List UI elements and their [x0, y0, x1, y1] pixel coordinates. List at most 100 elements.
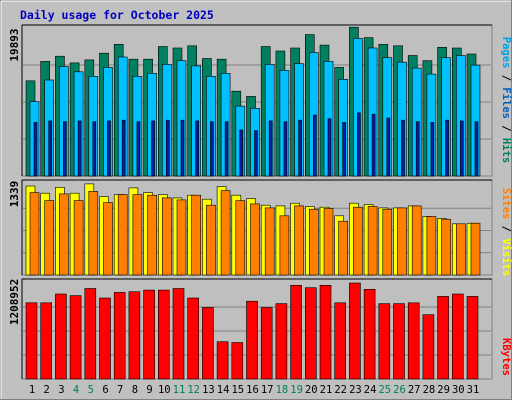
visits-legend: Sites / Visits: [500, 188, 512, 277]
day-label: 4: [73, 384, 79, 396]
visits-sites-bar: [59, 193, 69, 276]
day-label: 6: [102, 384, 108, 396]
day-label: 12: [187, 384, 200, 396]
hits-pages-bar: [77, 120, 82, 177]
kbytes-kbytes-bar: [69, 295, 82, 380]
day-label: 22: [334, 384, 347, 396]
visits-sites-bar: [206, 204, 216, 276]
hits-pages-bar: [151, 120, 155, 177]
visits-max-label: 1339: [8, 181, 21, 208]
kbytes-max-label: 1208952: [8, 279, 21, 325]
visits-sites-bar: [29, 192, 40, 276]
day-label: 25: [378, 384, 391, 396]
day-label: 30: [452, 384, 465, 396]
hits-pages-bar: [210, 121, 214, 177]
kbytes-kbytes-bar: [437, 296, 449, 380]
visits-sites-bar: [382, 208, 393, 276]
kbytes-legend: KBytes: [500, 338, 512, 376]
hits-pages-bar: [459, 120, 464, 177]
kbytes-kbytes-bar: [407, 302, 420, 380]
hits-legend: Pages / Files / Hits: [500, 37, 512, 163]
day-label: 24: [364, 384, 377, 396]
day-label: 19: [290, 384, 303, 396]
kbytes-kbytes-bar: [202, 307, 214, 380]
kbytes-kbytes-bar: [84, 288, 97, 380]
hits-pages-bar: [415, 121, 420, 177]
hits-pages-bar: [254, 130, 258, 177]
hits-pages-bar: [268, 120, 273, 177]
day-label: 1: [29, 384, 35, 396]
kbytes-kbytes-bar: [55, 293, 67, 380]
hits-pages-bar: [430, 122, 435, 177]
visits-sites-bar: [455, 223, 466, 276]
kbytes-kbytes-bar: [172, 288, 185, 380]
visits-sites-bar: [367, 206, 378, 276]
visits-sites-bar: [470, 222, 481, 276]
kbytes-kbytes-bar: [275, 303, 288, 380]
day-label: 5: [88, 384, 94, 396]
day-label: 31: [467, 384, 480, 396]
day-label: 17: [261, 384, 274, 396]
hits-pages-bar: [48, 120, 53, 177]
hits-pages-bar: [136, 121, 141, 177]
hits-pages-bar: [401, 119, 405, 177]
day-label: 14: [217, 384, 230, 396]
legend-files: Files: [500, 87, 512, 119]
day-label: 3: [58, 384, 64, 396]
hits-pages-bar: [327, 118, 332, 177]
hits-pages-bar: [195, 120, 199, 177]
day-label: 21: [320, 384, 333, 396]
hits-pages-bar: [357, 112, 361, 177]
day-label: 10: [158, 384, 171, 396]
visits-sites-bar: [264, 207, 275, 276]
legend-visits: Visits: [500, 238, 512, 276]
visits-sites-bar: [103, 202, 113, 276]
visits-sites-bar: [191, 194, 201, 276]
visits-sites-bar: [426, 216, 437, 276]
visits-sites-bar: [176, 199, 187, 276]
kbytes-kbytes-bar: [231, 342, 244, 380]
visits-sites-bar: [294, 205, 304, 276]
kbytes-kbytes-bar: [187, 297, 199, 380]
day-label: 18: [276, 384, 289, 396]
kbytes-kbytes-bar: [128, 291, 141, 380]
day-label: 26: [393, 384, 406, 396]
kbytes-kbytes-bar: [143, 289, 155, 380]
kbytes-kbytes-bar: [349, 282, 361, 380]
chart-title: Daily usage for October 2025: [20, 8, 214, 22]
visits-sites-bar: [323, 208, 334, 276]
bar-marks: [25, 26, 481, 380]
day-label: 27: [408, 384, 421, 396]
day-label: 20: [305, 384, 318, 396]
visits-sites-bar: [235, 200, 246, 276]
day-label: 7: [117, 384, 123, 396]
visits-sites-bar: [250, 203, 260, 276]
hits-pages-bar: [342, 122, 347, 177]
hits-pages-bar: [474, 121, 479, 177]
kbytes-kbytes-bar: [25, 302, 38, 380]
day-label: 2: [44, 384, 50, 396]
visits-sites-bar: [132, 194, 143, 276]
legend-pages: Pages: [500, 37, 512, 69]
day-label: 11: [173, 384, 186, 396]
day-label: 13: [202, 384, 215, 396]
day-label: 16: [246, 384, 259, 396]
hits-pages-bar: [298, 119, 302, 177]
day-label: 29: [437, 384, 450, 396]
hits-pages-bar: [33, 122, 38, 177]
kbytes-kbytes-bar: [422, 314, 435, 380]
day-labels: 1 2 3 4 5 6 7 8 9 10 11 12 13 14 15 16 17 18 19 20 21 22 23 24 2…: [29, 384, 479, 396]
hits-pages-bar: [239, 129, 244, 177]
hits-pages-bar: [386, 117, 391, 177]
legend-hits: Hits: [500, 138, 512, 163]
kbytes-kbytes-bar: [319, 284, 332, 380]
visits-sites-bar: [411, 205, 422, 276]
day-label: 28: [423, 384, 436, 396]
legend-kbytes: KBytes: [500, 338, 512, 376]
kbytes-kbytes-bar: [113, 292, 126, 380]
hits-pages-bar: [283, 121, 288, 177]
hits-pages-bar: [180, 119, 185, 177]
visits-sites-bar: [44, 200, 55, 276]
kbytes-kbytes-bar: [246, 300, 258, 380]
visits-sites-bar: [308, 208, 319, 276]
